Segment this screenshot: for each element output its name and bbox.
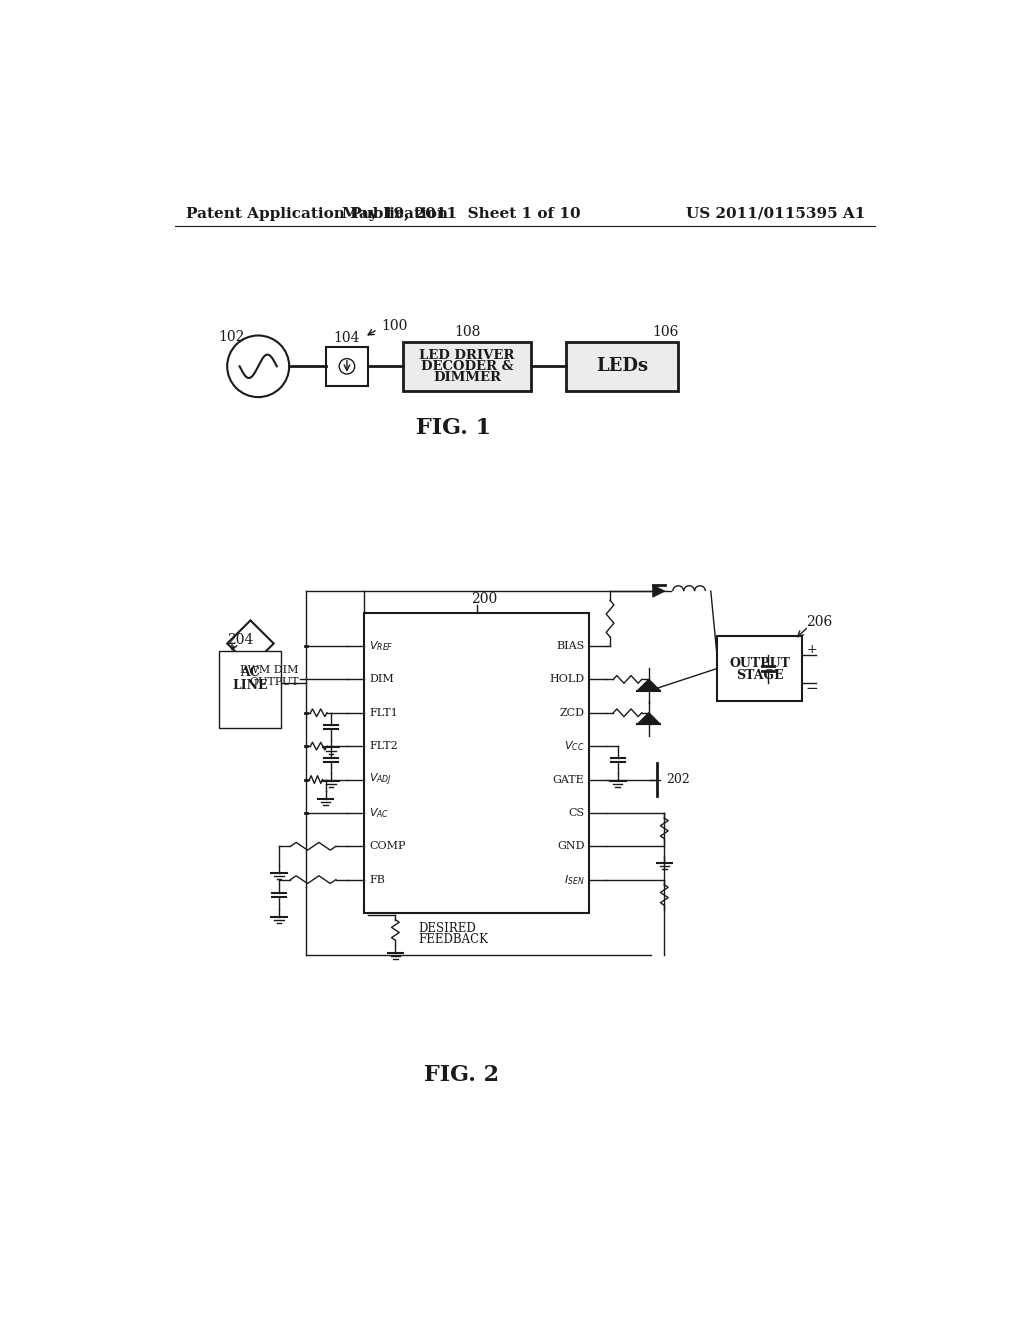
- Text: 100: 100: [381, 319, 408, 333]
- Text: 104: 104: [334, 331, 360, 345]
- Bar: [326, 347, 369, 385]
- Text: FLT1: FLT1: [369, 708, 397, 718]
- Text: 102: 102: [218, 330, 245, 345]
- Text: $V_{ADJ}$: $V_{ADJ}$: [369, 771, 392, 788]
- Text: LEDs: LEDs: [596, 358, 648, 375]
- Polygon shape: [252, 692, 262, 701]
- Text: AC: AC: [241, 667, 260, 680]
- Text: FEEDBACK: FEEDBACK: [419, 933, 488, 946]
- Text: DIMMER: DIMMER: [433, 371, 501, 384]
- Text: DESIRED: DESIRED: [419, 921, 476, 935]
- Text: HOLD: HOLD: [549, 675, 585, 685]
- Text: PWM DIM: PWM DIM: [240, 665, 299, 676]
- Bar: [403, 342, 531, 391]
- Text: BIAS: BIAS: [556, 642, 585, 651]
- Text: 202: 202: [666, 774, 689, 785]
- Text: FIG. 2: FIG. 2: [424, 1064, 499, 1085]
- Text: OUTPUT: OUTPUT: [249, 677, 299, 686]
- Text: 206: 206: [806, 615, 833, 628]
- Text: $V_{AC}$: $V_{AC}$: [369, 807, 389, 820]
- Polygon shape: [252, 678, 262, 688]
- Text: 200: 200: [471, 591, 498, 606]
- Text: $V_{REF}$: $V_{REF}$: [369, 639, 393, 653]
- Text: OUTPUT: OUTPUT: [729, 657, 791, 669]
- Polygon shape: [240, 678, 249, 688]
- Bar: [219, 651, 282, 729]
- Text: FLT2: FLT2: [369, 741, 397, 751]
- Text: DECODER &: DECODER &: [421, 360, 513, 372]
- Text: −: −: [805, 681, 818, 696]
- Bar: [365, 612, 589, 913]
- Text: Patent Application Publication: Patent Application Publication: [186, 207, 449, 220]
- Polygon shape: [637, 680, 660, 690]
- Bar: [566, 342, 678, 391]
- Text: CS: CS: [568, 808, 585, 818]
- Text: ZCD: ZCD: [559, 708, 585, 718]
- Polygon shape: [240, 692, 249, 701]
- Text: $V_{CC}$: $V_{CC}$: [564, 739, 585, 754]
- Text: May 19, 2011  Sheet 1 of 10: May 19, 2011 Sheet 1 of 10: [342, 207, 581, 220]
- Bar: [717, 636, 802, 701]
- Text: FB: FB: [369, 875, 385, 884]
- Text: $I_{SEN}$: $I_{SEN}$: [564, 873, 585, 887]
- Text: 108: 108: [454, 326, 480, 339]
- Text: COMP: COMP: [369, 841, 406, 851]
- Text: DIM: DIM: [369, 675, 394, 685]
- Text: 106: 106: [652, 326, 678, 339]
- Text: STAGE: STAGE: [736, 668, 783, 681]
- Polygon shape: [652, 585, 665, 598]
- Text: 204: 204: [227, 632, 254, 647]
- Text: +: +: [806, 643, 817, 656]
- Text: GND: GND: [557, 841, 585, 851]
- Text: US 2011/0115395 A1: US 2011/0115395 A1: [686, 207, 865, 220]
- Text: LINE: LINE: [232, 680, 268, 693]
- Polygon shape: [637, 713, 660, 725]
- Text: FIG. 1: FIG. 1: [416, 417, 492, 438]
- Text: LED DRIVER: LED DRIVER: [420, 348, 515, 362]
- Text: GATE: GATE: [553, 775, 585, 784]
